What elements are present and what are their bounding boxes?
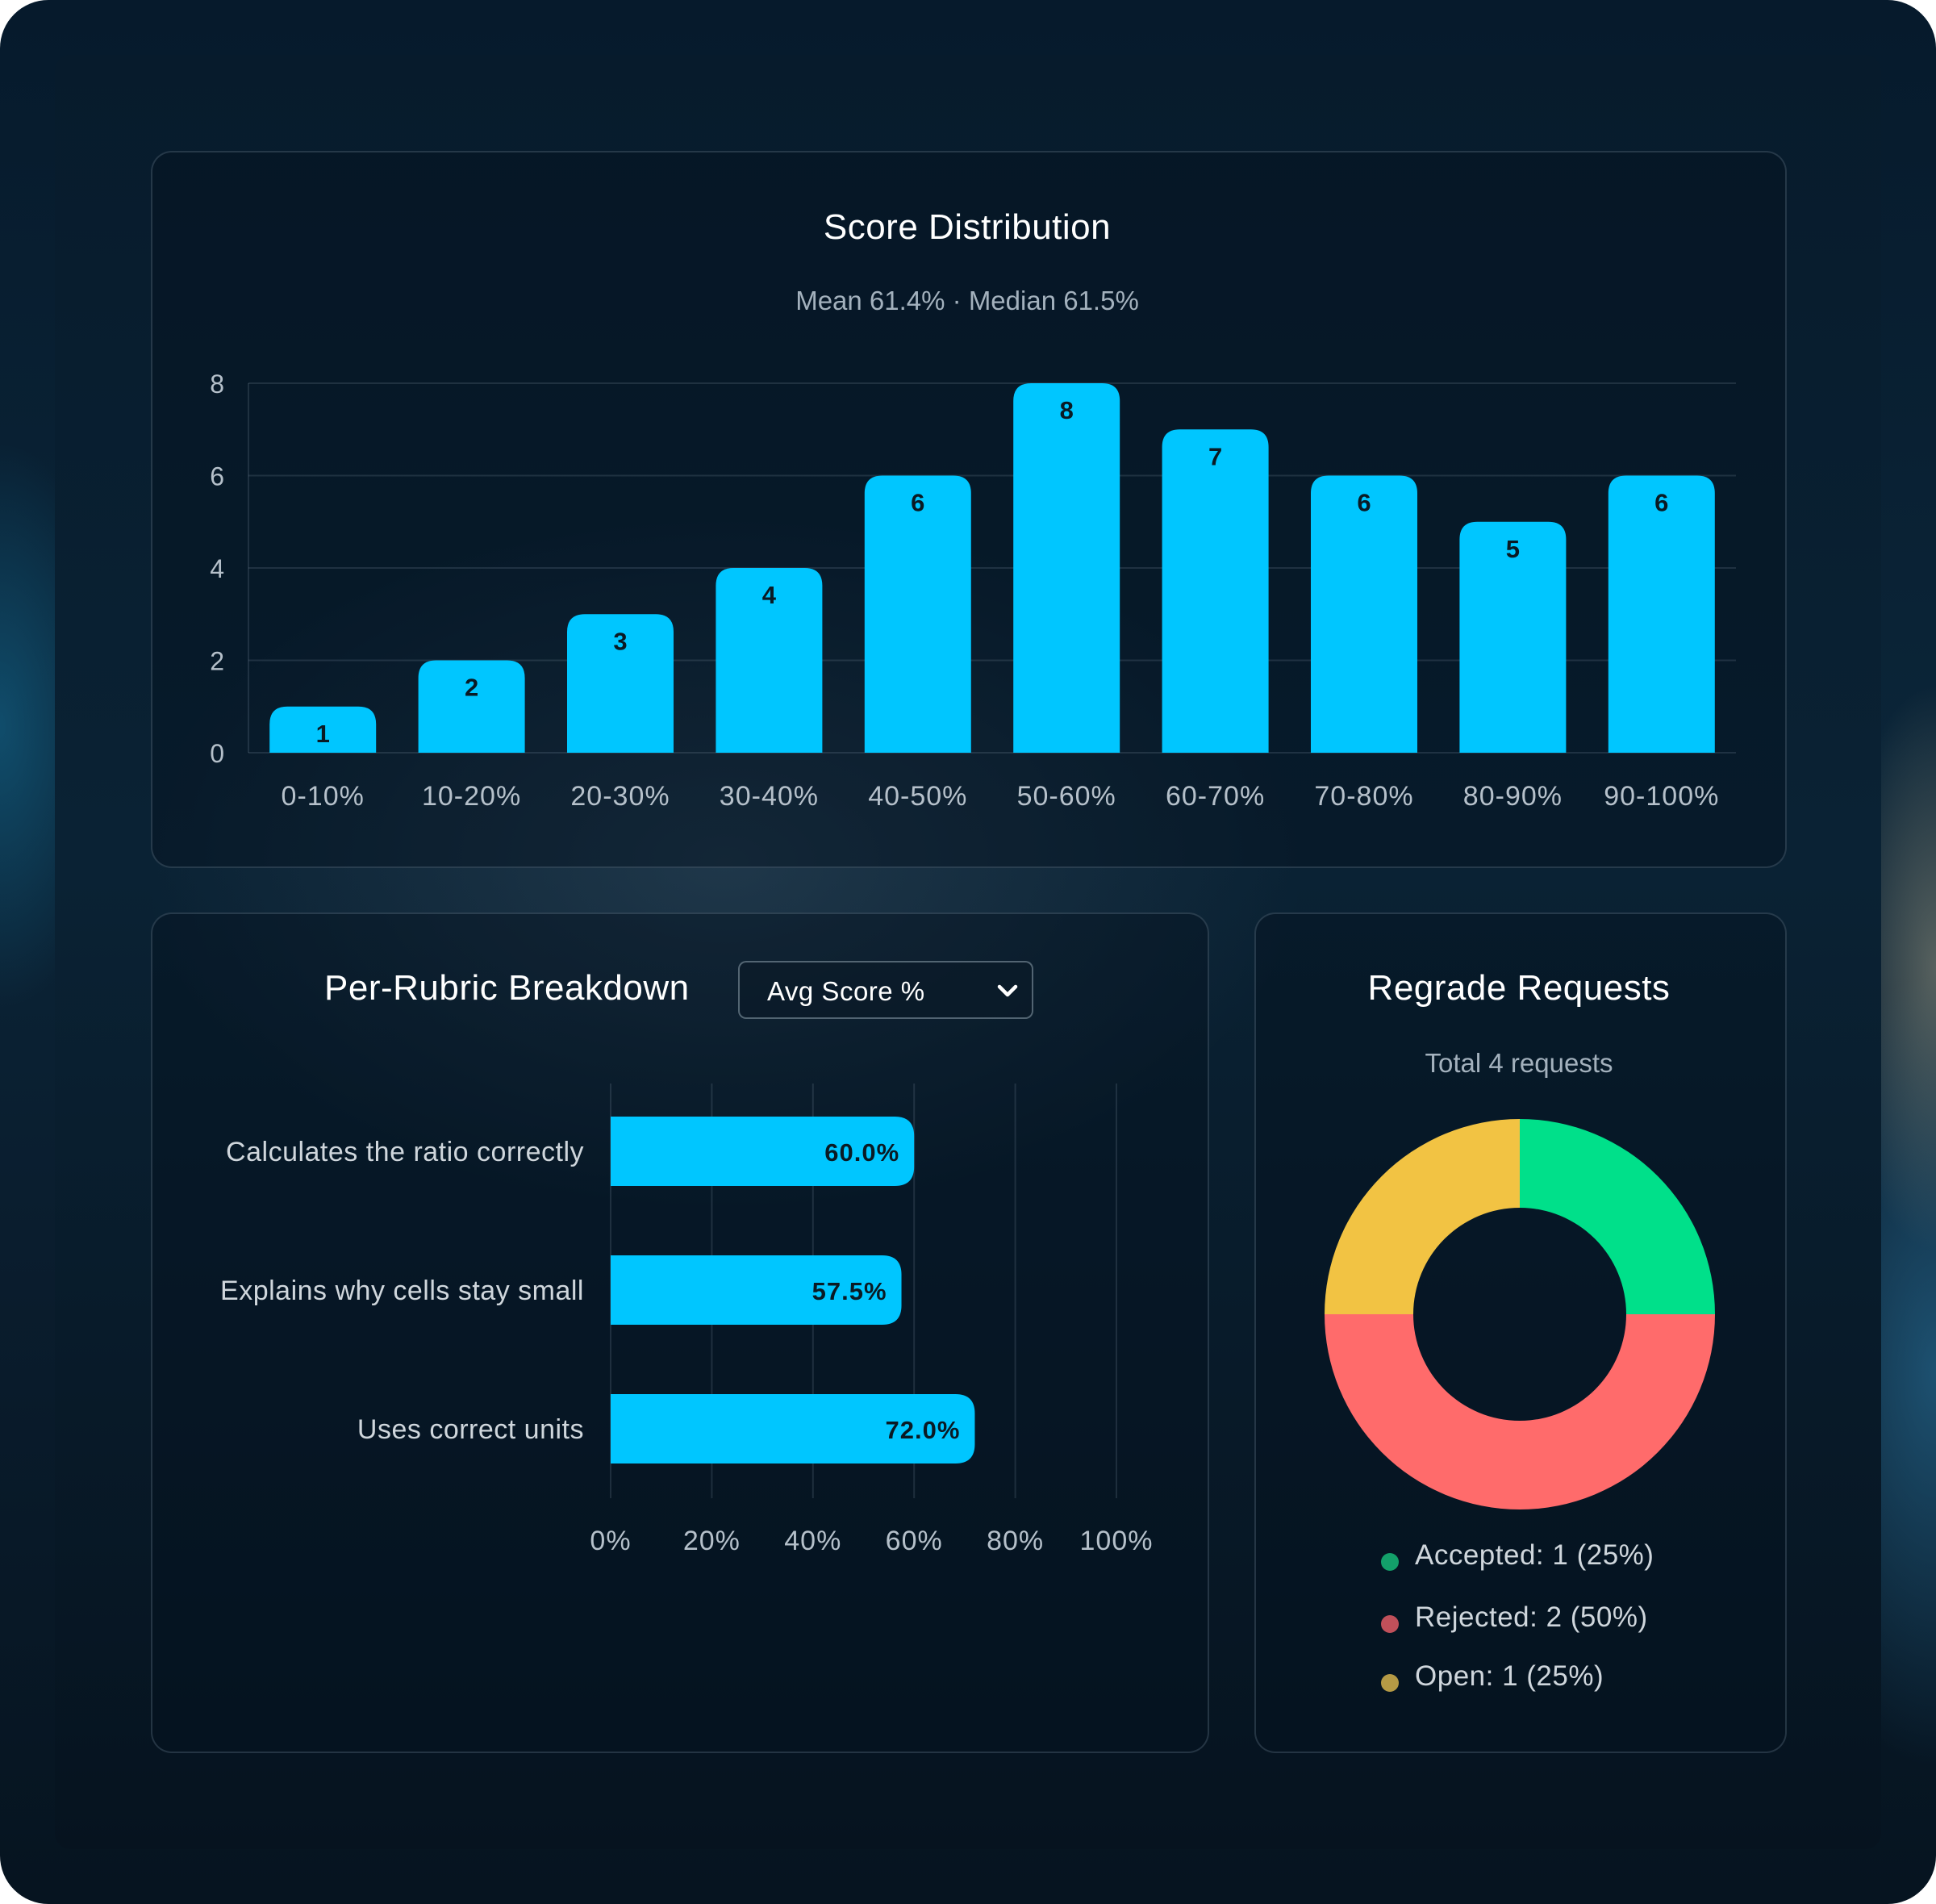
- legend-dot-accepted: [1381, 1553, 1399, 1571]
- x-tick-label: 10-20%: [422, 781, 521, 812]
- rubric-category-label: Uses correct units: [357, 1414, 584, 1445]
- y-tick-label: 6: [210, 462, 224, 491]
- histogram-bar: [864, 475, 971, 753]
- x-tick-label: 0%: [590, 1526, 631, 1556]
- rubric-bar: [611, 1117, 915, 1186]
- bar-value-label: 6: [1654, 489, 1668, 517]
- x-tick-label: 60-70%: [1166, 781, 1265, 812]
- histogram-bar: [1459, 521, 1567, 753]
- regrade-subtitle: Total 4 requests: [1425, 1048, 1613, 1078]
- legend-label-accepted: Accepted: 1 (25%): [1415, 1539, 1654, 1571]
- rubric-category-label: Calculates the ratio correctly: [226, 1137, 584, 1167]
- donut-slice-rejected: [1325, 1314, 1715, 1509]
- y-tick-label: 2: [210, 647, 224, 676]
- bar-value-label: 2: [465, 674, 478, 702]
- legend-label-open: Open: 1 (25%): [1415, 1660, 1604, 1692]
- x-tick-label: 80-90%: [1463, 781, 1563, 812]
- dashboard-stage: [55, 55, 1881, 1849]
- y-tick-label: 8: [210, 370, 224, 399]
- bar-value-label: 1: [316, 720, 330, 748]
- bar-value-label: 3: [613, 627, 627, 655]
- x-tick-label: 30-40%: [720, 781, 819, 812]
- bar-value-label: 6: [1357, 489, 1371, 517]
- bar-value-label: 57.5%: [812, 1277, 887, 1305]
- per-rubric-card: [151, 912, 1209, 1753]
- chevron-down-icon: [990, 974, 1025, 1013]
- metric-select-value: Avg Score %: [767, 976, 925, 1006]
- histogram-bar: [716, 568, 823, 753]
- legend-dot-open: [1381, 1674, 1399, 1692]
- regrade-title: Regrade Requests: [1367, 968, 1671, 1008]
- rubric-bar: [611, 1255, 902, 1325]
- x-tick-label: 90-100%: [1604, 781, 1719, 812]
- x-tick-label: 60%: [886, 1526, 943, 1556]
- bar-value-label: 5: [1506, 535, 1520, 563]
- score-distribution-title: Score Distribution: [823, 207, 1112, 247]
- bar-value-label: 4: [762, 581, 777, 609]
- histogram-bar: [567, 614, 674, 753]
- x-tick-label: 0-10%: [282, 781, 365, 812]
- bar-value-label: 6: [911, 489, 924, 517]
- x-tick-label: 40-50%: [868, 781, 967, 812]
- histogram-bar: [1608, 475, 1715, 753]
- legend-label-rejected: Rejected: 2 (50%): [1415, 1601, 1648, 1633]
- bar-value-label: 72.0%: [886, 1416, 961, 1444]
- donut-slice-open: [1325, 1119, 1520, 1314]
- histogram-bar: [1162, 429, 1269, 753]
- per-rubric-title: Per-Rubric Breakdown: [324, 968, 690, 1008]
- x-tick-label: 70-80%: [1314, 781, 1413, 812]
- x-tick-label: 80%: [987, 1526, 1044, 1556]
- bar-value-label: 7: [1208, 442, 1222, 470]
- bar-value-label: 60.0%: [824, 1138, 899, 1167]
- x-tick-label: 40%: [784, 1526, 841, 1556]
- histogram-bar: [418, 660, 525, 753]
- score-distribution-subtitle: Mean 61.4% · Median 61.5%: [795, 286, 1139, 315]
- rubric-category-label: Explains why cells stay small: [220, 1276, 584, 1306]
- bar-value-label: 8: [1060, 396, 1074, 424]
- x-tick-label: 20%: [683, 1526, 741, 1556]
- legend-dot-rejected: [1381, 1615, 1399, 1633]
- metric-select[interactable]: Avg Score %: [738, 961, 1033, 1019]
- donut-slice-accepted: [1520, 1119, 1715, 1314]
- y-tick-label: 4: [210, 554, 224, 583]
- rubric-bar: [611, 1394, 975, 1463]
- histogram-bar: [269, 706, 377, 753]
- x-tick-label: 20-30%: [570, 781, 670, 812]
- histogram-bar: [1013, 383, 1120, 753]
- histogram-bar: [1311, 475, 1417, 753]
- x-tick-label: 50-60%: [1017, 781, 1116, 812]
- y-tick-label: 0: [210, 739, 224, 768]
- x-tick-label: 100%: [1080, 1526, 1154, 1556]
